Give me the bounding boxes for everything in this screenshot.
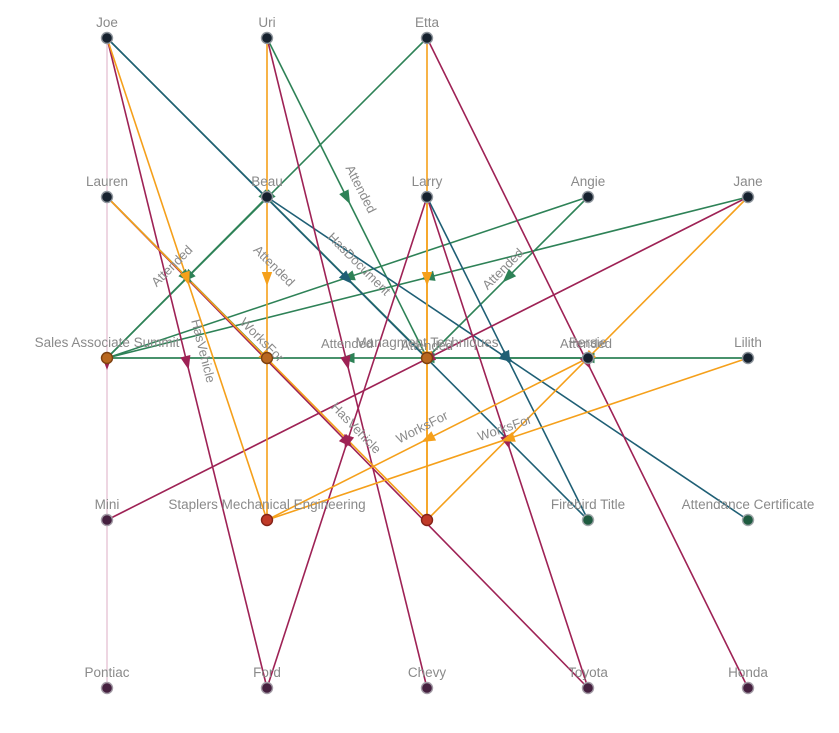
node-uri[interactable] [260, 31, 274, 45]
node-larry[interactable] [420, 190, 434, 204]
arrowhead-hasvehicle-icon [180, 354, 191, 370]
node-label-jane: Jane [733, 174, 762, 189]
arrowhead-hasvehicle-icon [340, 354, 351, 370]
edge-label-lilith-mt: Attended [560, 336, 612, 351]
node-lauren[interactable] [100, 190, 114, 204]
node-lilith[interactable] [741, 351, 755, 365]
edge-label-angie-mt: Attended [479, 245, 526, 292]
node-label-toyota: Toyota [568, 665, 608, 680]
node-honda[interactable] [741, 681, 755, 695]
edge-label-persie-sas: Attended [321, 336, 373, 351]
node-label-joe: Joe [96, 15, 118, 30]
arrowhead-worksfor-icon [421, 272, 433, 286]
node-ford[interactable] [260, 681, 274, 695]
layer-nodelabels: Joe Uri Etta Lauren Beau Larry Angie Jane Sales … [35, 15, 815, 680]
edge-label-uri-mt: Attended [343, 162, 380, 215]
arrowhead-hasdocument-icon [498, 350, 514, 363]
arrowhead-worksfor-icon [500, 431, 516, 442]
arrowhead-worksfor-icon [179, 270, 190, 286]
node-chevy[interactable] [420, 681, 434, 695]
edge-label-persie-staplers: WorksFor [394, 407, 451, 446]
node-beau[interactable] [260, 190, 274, 204]
node-evt2[interactable] [260, 351, 274, 365]
layer-nodes [100, 31, 755, 695]
node-joe[interactable] [100, 31, 114, 45]
node-company2[interactable] [420, 513, 434, 527]
node-label-honda: Honda [728, 665, 768, 680]
node-label-staplers: Staplers Mechanical Engineering [168, 497, 365, 512]
node-label-sas: Sales Associate Summit [35, 335, 180, 350]
node-mini[interactable] [100, 513, 114, 527]
node-toyota[interactable] [581, 681, 595, 695]
arrowhead-hasvehicle-icon [344, 434, 355, 450]
node-label-attcert: Attendance Certificate [682, 497, 815, 512]
node-label-larry: Larry [412, 174, 443, 189]
edge-label-joe-ford: HasVehicle [188, 318, 218, 385]
node-pontiac[interactable] [100, 681, 114, 695]
node-label-angie: Angie [571, 174, 606, 189]
node-label-lilith: Lilith [734, 335, 762, 350]
node-label-lauren: Lauren [86, 174, 128, 189]
node-angie[interactable] [581, 190, 595, 204]
node-label-mt: Managment Techniques [355, 335, 498, 350]
arrowhead-worksfor-icon [261, 272, 273, 286]
node-firebird[interactable] [581, 513, 595, 527]
node-staplers[interactable] [260, 513, 274, 527]
arrowhead-attended-icon [502, 268, 517, 283]
node-jane[interactable] [741, 190, 755, 204]
node-mt[interactable] [420, 351, 434, 365]
node-persie[interactable] [581, 351, 595, 365]
arrowhead-worksfor-icon [421, 431, 437, 443]
node-label-etta: Etta [415, 15, 440, 30]
node-attcert[interactable] [741, 513, 755, 527]
node-label-beau: Beau [251, 174, 283, 189]
node-label-mini: Mini [95, 497, 120, 512]
arrowhead-hasdocument-icon [338, 270, 353, 284]
node-sas[interactable] [100, 351, 114, 365]
edge-label-lilith-sas: Attended [401, 338, 453, 353]
node-label-uri: Uri [258, 15, 275, 30]
node-label-chevy: Chevy [408, 665, 447, 680]
node-label-persie: Persie [569, 335, 607, 350]
node-etta[interactable] [420, 31, 434, 45]
edge-label-lauren-evt2: Attended [250, 242, 297, 289]
node-label-ford: Ford [253, 665, 281, 680]
node-label-firebird: Firebird Title [551, 497, 625, 512]
node-label-pontiac: Pontiac [84, 665, 129, 680]
arrowhead-attended-icon [339, 189, 351, 205]
edge-label-joe-firebird: HasDocument [325, 229, 394, 298]
